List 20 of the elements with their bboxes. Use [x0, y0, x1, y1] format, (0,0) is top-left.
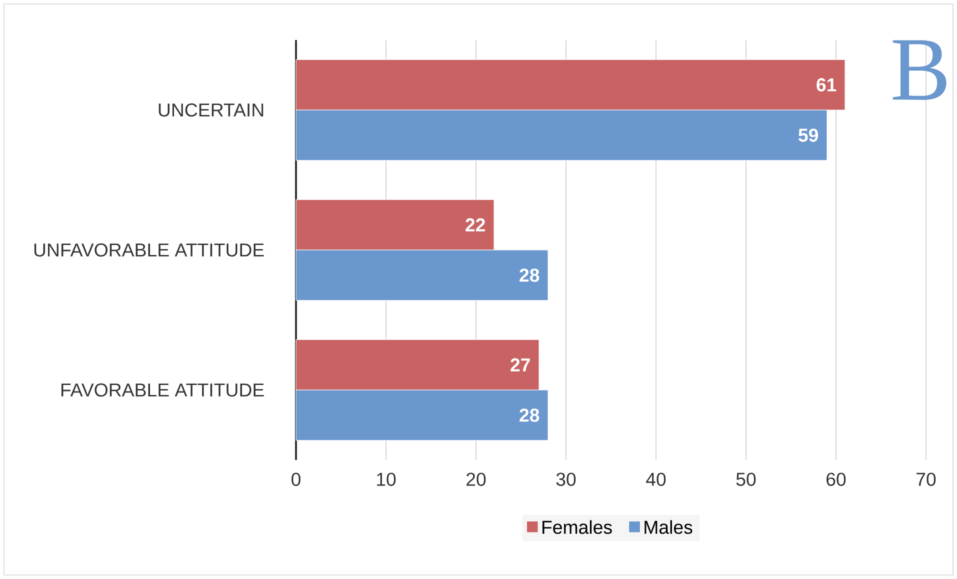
x-tick-label: 50	[736, 472, 756, 486]
x-tick-label: 10	[377, 472, 396, 486]
y-tick-label: FAVORABLE ATTITUDE	[61, 383, 264, 397]
data-label: 59	[798, 128, 818, 142]
y-tick-label: UNCERTAIN	[158, 103, 264, 117]
y-tick-label: UNFAVORABLE ATTITUDE	[34, 243, 264, 257]
data-label: 28	[520, 268, 540, 282]
data-label: 22	[466, 218, 485, 232]
data-label: 28	[520, 408, 540, 422]
legend-label: Females	[542, 520, 612, 534]
x-tick-label: 20	[466, 472, 486, 486]
x-tick-label: 40	[646, 472, 666, 486]
x-tick-label: 60	[826, 472, 846, 486]
annotation: B	[892, 40, 946, 100]
data-label: 27	[510, 358, 530, 372]
data-label: 61	[816, 78, 836, 92]
legend-label: Males	[644, 520, 692, 534]
x-tick-label: 70	[916, 472, 936, 486]
x-tick-label: 0	[292, 472, 300, 486]
x-tick-label: 30	[556, 472, 576, 486]
